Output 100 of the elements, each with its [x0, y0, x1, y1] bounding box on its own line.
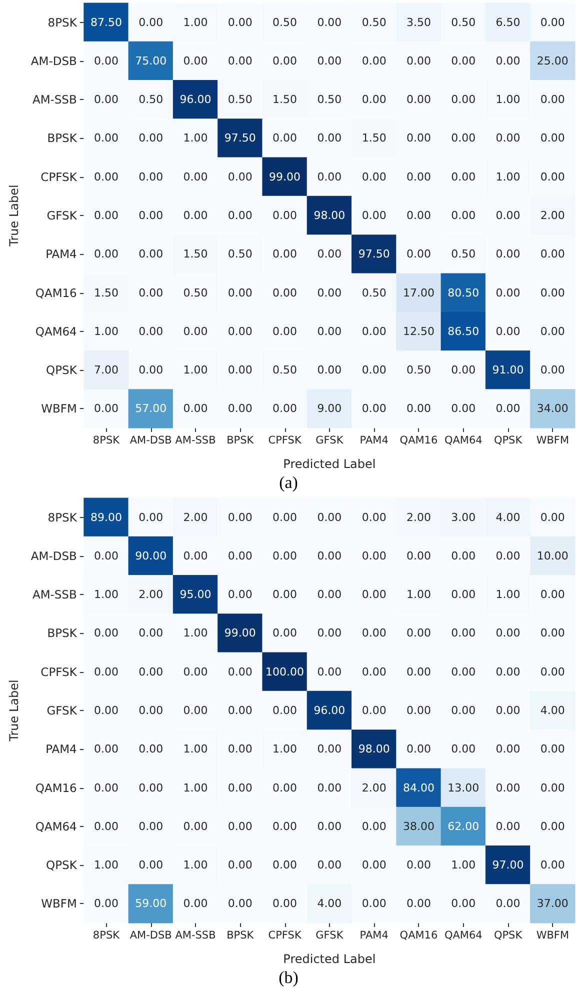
data-label: 75.00	[135, 54, 167, 68]
data-label: 0.00	[540, 742, 565, 756]
x-tick-label: QPSK	[494, 434, 524, 446]
data-label: 0.00	[451, 665, 476, 678]
data-label: 1.00	[496, 170, 520, 184]
y-tick-label: AM-SSB	[32, 92, 77, 107]
data-label: 0.00	[94, 248, 118, 261]
data-label: 0.00	[94, 209, 118, 222]
y-tick-label: AM-DSB	[30, 548, 77, 563]
data-label: 1.00	[406, 588, 431, 602]
data-label: 0.00	[138, 248, 164, 261]
data-label: 0.00	[138, 324, 164, 338]
data-label: 0.00	[317, 324, 342, 338]
data-label: 1.50	[94, 286, 118, 300]
data-label: 0.00	[228, 588, 252, 602]
data-label: 13.00	[448, 781, 480, 794]
data-label: 0.00	[138, 665, 164, 678]
data-label: 0.00	[94, 742, 118, 756]
data-label: 0.00	[496, 54, 520, 68]
y-tick-label: GFSK	[46, 208, 78, 222]
data-label: 9.00	[317, 402, 342, 416]
data-label: 0.00	[451, 170, 476, 184]
data-label: 0.50	[451, 16, 476, 29]
y-tick-label: 8PSK	[48, 510, 78, 524]
y-tick-label: 8PSK	[48, 15, 78, 30]
data-label: 0.00	[317, 170, 342, 184]
data-label: 0.00	[228, 665, 252, 678]
data-label: 0.00	[228, 286, 252, 300]
data-label: 0.00	[317, 16, 342, 29]
data-label: 17.00	[402, 286, 434, 300]
data-label: 0.00	[228, 858, 252, 872]
data-label: 1.00	[183, 742, 208, 756]
data-label: 0.00	[317, 132, 342, 145]
data-label: 2.00	[138, 588, 164, 602]
data-label: 34.00	[536, 402, 568, 416]
data-label: 0.00	[496, 286, 520, 300]
data-label: 0.00	[362, 897, 386, 910]
data-label: 0.00	[496, 781, 520, 794]
data-label: 0.00	[406, 54, 431, 68]
data-label: 0.00	[451, 626, 476, 640]
data-label: 0.00	[540, 588, 565, 602]
data-label: 0.00	[362, 324, 386, 338]
y-tick-label: PAM4	[46, 742, 77, 756]
data-label: 0.00	[272, 248, 298, 261]
x-tick-label: AM-DSB	[130, 930, 172, 942]
data-label: 97.00	[492, 858, 524, 872]
y-axis-title: True Label	[7, 680, 21, 742]
x-tick-label: WBFM	[536, 434, 570, 446]
data-label: 1.00	[183, 16, 208, 29]
data-label: 0.00	[362, 588, 386, 602]
data-label: 0.00	[496, 402, 520, 416]
data-label: 0.00	[540, 626, 565, 640]
x-tick-label: QAM64	[444, 930, 483, 942]
data-label: 0.00	[496, 132, 520, 145]
data-label: 0.00	[540, 858, 565, 872]
data-label: 0.00	[138, 742, 164, 756]
data-label: 1.00	[451, 858, 476, 872]
data-label: 0.00	[451, 704, 476, 717]
data-label: 0.00	[228, 170, 252, 184]
data-label: 0.00	[406, 402, 431, 416]
data-label: 0.00	[138, 626, 164, 640]
data-label: 0.00	[272, 549, 298, 562]
data-label: 0.00	[228, 781, 252, 794]
data-label: 97.50	[224, 132, 256, 145]
data-label: 57.00	[135, 402, 167, 416]
data-label: 4.00	[496, 510, 520, 524]
data-label: 0.00	[451, 93, 476, 106]
data-label: 0.00	[138, 16, 164, 29]
data-label: 0.00	[94, 781, 118, 794]
data-label: 0.00	[94, 132, 118, 145]
data-label: 80.50	[448, 286, 480, 300]
x-tick-label: PAM4	[360, 434, 389, 446]
data-label: 0.00	[272, 54, 298, 68]
x-tick-label: BPSK	[226, 930, 255, 942]
data-label: 0.00	[183, 402, 208, 416]
data-label: 90.00	[135, 549, 167, 562]
data-label: 0.50	[183, 286, 208, 300]
x-tick-label: 8PSK	[92, 434, 121, 446]
data-label: 1.00	[183, 132, 208, 145]
data-label: 0.00	[272, 588, 298, 602]
data-label: 0.00	[406, 170, 431, 184]
data-label: 38.00	[402, 820, 434, 833]
data-label: 0.50	[362, 286, 386, 300]
data-label: 0.00	[317, 626, 342, 640]
y-tick-label: CPFSK	[40, 170, 78, 184]
data-label: 0.00	[228, 209, 252, 222]
x-tick-label: CPFSK	[268, 930, 302, 942]
data-label: 1.00	[183, 364, 208, 377]
y-tick-label: CPFSK	[40, 664, 78, 679]
data-label: 2.00	[362, 781, 386, 794]
data-label: 0.00	[496, 549, 520, 562]
data-label: 0.00	[317, 588, 342, 602]
data-label: 1.00	[496, 93, 520, 106]
data-label: 0.50	[451, 248, 476, 261]
data-label: 0.00	[183, 665, 208, 678]
data-label: 0.00	[451, 209, 476, 222]
x-tick-label: AM-SSB	[175, 434, 216, 446]
data-label: 6.50	[496, 16, 520, 29]
x-tick-label: QAM64	[444, 434, 483, 446]
data-label: 0.00	[272, 209, 298, 222]
